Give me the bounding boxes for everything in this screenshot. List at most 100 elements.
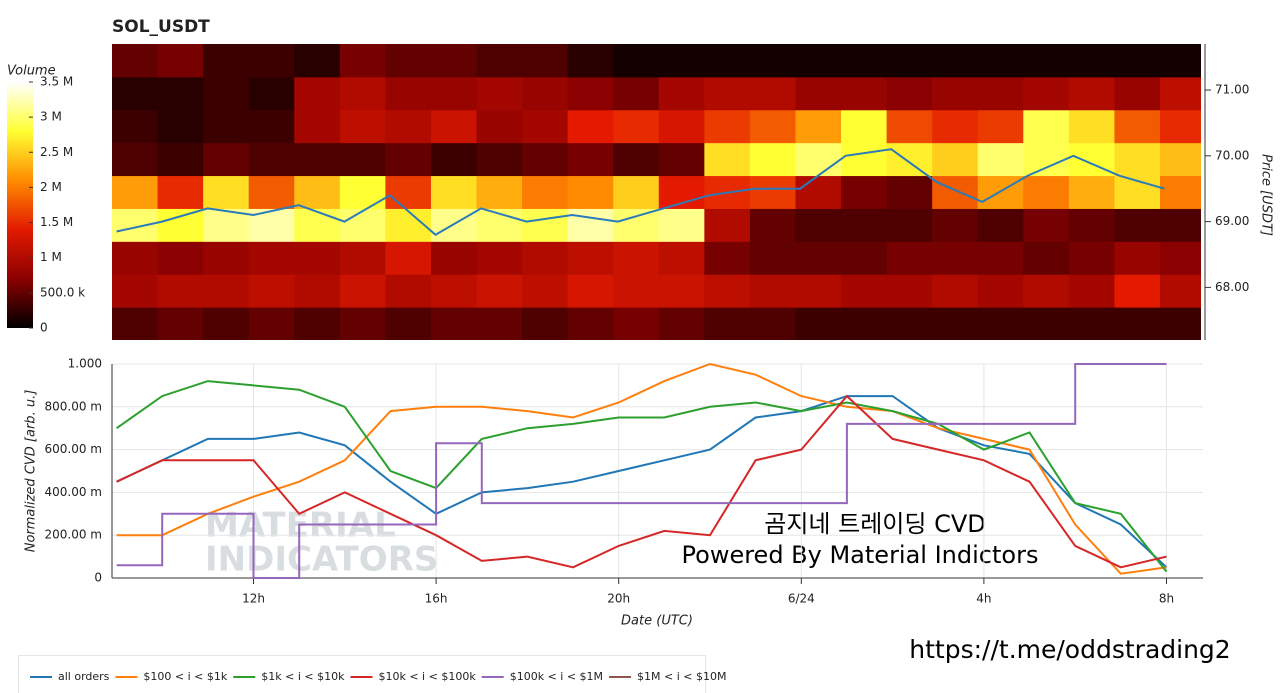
heatmap-cell [977,274,1024,308]
heatmap-cell [932,109,979,144]
heatmap-cell [749,109,796,144]
heatmap-cell [248,274,295,308]
heatmap-cell [795,175,842,209]
heatmap-cell [339,307,386,340]
heatmap-cell [1023,175,1070,209]
heatmap-cell [157,175,204,209]
annotation: Powered By Material Indictors [682,541,1039,569]
heatmap-cell [1023,44,1070,78]
heatmap-cell [112,175,159,209]
heatmap-cell [795,109,842,144]
heatmap-cell [385,241,432,275]
heatmap-cell [1159,109,1201,144]
series-line [116,380,1168,573]
heatmap-cell [704,208,751,242]
y-tick-label: 600.00 m [45,442,103,456]
heatmap-cell [339,274,386,308]
heatmap-cell [567,274,614,308]
legend-label: $100k < i < $1M [510,670,603,683]
heatmap-cell [841,44,888,78]
heatmap-cell [522,44,569,78]
heatmap-cell [795,208,842,242]
heatmap-cell [112,307,159,340]
heatmap-cell [658,208,705,242]
heatmap-cell [1114,241,1161,275]
heatmap-cell [294,241,341,275]
heatmap-cell [1068,241,1115,275]
heatmap-cell [886,241,933,275]
heatmap-cell [476,76,523,111]
heatmap-cell [1159,241,1201,275]
heatmap-cell [339,76,386,111]
heatmap-cell [1023,76,1070,111]
heatmap-cell [1159,307,1201,340]
heatmap-cell [567,109,614,144]
heatmap-cell [248,307,295,340]
heatmap-cell [567,241,614,275]
heatmap-cell [886,208,933,242]
colorbar-title: Volume [7,64,56,79]
heatmap-cell [203,307,250,340]
heatmap-cell [430,175,478,209]
heatmap-cell [157,44,204,78]
x-tick-label: 20h [607,592,630,606]
heatmap-cell [339,175,386,209]
price-line [116,148,1165,237]
heatmap-cell [294,307,341,340]
heatmap-cell [248,208,295,242]
heatmap-cell [522,208,569,242]
heatmap-cell [339,208,386,242]
heatmap-cell [886,274,933,308]
series-line [116,394,1167,569]
heatmap-cell [658,109,705,144]
heatmap-cell [112,142,159,177]
heatmap-cell [613,274,660,308]
heatmap-cell [932,241,979,275]
heatmap-cell [932,76,979,111]
heatmap-cell [203,142,250,177]
heatmap-cell [476,241,523,275]
heatmap-cell [1068,307,1115,340]
watermark: INDICATORS [205,540,438,580]
legend [18,655,706,693]
heatmap-cell [886,142,933,177]
heatmap-cell [613,44,660,78]
heatmap-cell [339,241,386,275]
heatmap-cell [157,208,204,242]
heatmap-cell [704,142,751,177]
heatmap-cell [1114,307,1161,340]
heatmap-cell [294,208,341,242]
heatmap-cell [248,142,295,177]
heatmap-cell [112,76,159,111]
heatmap-cell [157,241,204,275]
heatmap-cell [613,76,660,111]
colorbar-tick-label: 3.5 M [40,75,73,89]
colorbar [7,82,33,328]
heatmap-cell [749,76,796,111]
heatmap-cell [112,109,159,144]
heatmap-cell [932,274,979,308]
heatmap-cell [567,142,614,177]
x-axis-label: Date (UTC) [621,614,693,629]
heatmap-cell [567,44,614,78]
heatmap-cell [1068,175,1115,209]
colorbar-tick-label: 0 [40,321,48,335]
heatmap-cell [886,307,933,340]
y-tick-label: 71.00 [1215,83,1249,97]
heatmap-cell [430,109,478,144]
heatmap-cell [157,76,204,111]
heatmap-cell [1114,208,1161,242]
colorbar-tick-label: 500.0 k [40,285,85,299]
heatmap-cell [795,76,842,111]
heatmap-cell [203,76,250,111]
link[interactable]: https://t.me/oddstrading2 [909,635,1230,664]
heatmap-cell [294,274,341,308]
heatmap-cell [248,175,295,209]
heatmap-cell [1159,142,1201,177]
heatmap-cell [886,109,933,144]
heatmap-cell [294,142,341,177]
heatmap-cell [795,274,842,308]
heatmap-cell [749,208,796,242]
series-line [116,362,1167,575]
